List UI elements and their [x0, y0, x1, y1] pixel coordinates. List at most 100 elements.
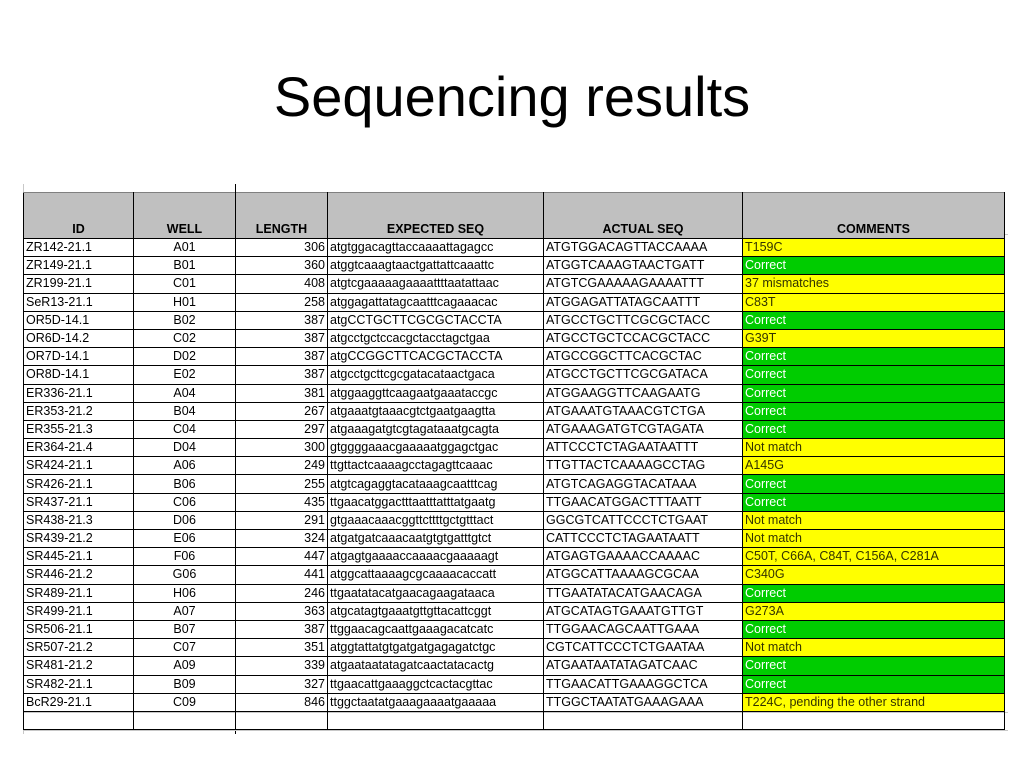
cell-length[interactable]: 351 [235, 638, 328, 658]
empty-cell[interactable] [23, 710, 134, 731]
cell-actual-seq[interactable]: ATGGTCAAAGTAACTGATT [543, 256, 743, 276]
cell-id[interactable]: SR506-21.1 [23, 619, 134, 640]
cell-actual-seq[interactable]: ATGAATAATATAGATCAAC [543, 656, 743, 676]
cell-comment[interactable]: C340G [742, 565, 1005, 585]
cell-length[interactable]: 387 [235, 310, 328, 330]
cell-length[interactable]: 408 [235, 274, 328, 294]
cell-well[interactable]: A07 [133, 601, 236, 621]
cell-id[interactable]: SR439-21.2 [23, 528, 134, 549]
cell-expected-seq[interactable]: ttggaacagcaattgaaagacatcatc [327, 619, 544, 640]
cell-comment[interactable]: A145G [742, 456, 1005, 476]
cell-length[interactable]: 249 [235, 456, 328, 476]
cell-well[interactable]: C09 [133, 692, 236, 712]
cell-length[interactable]: 297 [235, 419, 328, 440]
cell-well[interactable]: A01 [133, 237, 236, 258]
cell-expected-seq[interactable]: atgagtgaaaaccaaaacgaaaaagt [327, 547, 544, 567]
cell-id[interactable]: SR499-21.1 [23, 601, 134, 621]
cell-expected-seq[interactable]: atggtattatgtgatgatgagagatctgc [327, 638, 544, 658]
cell-expected-seq[interactable]: atgcatagtgaaatgttgttacattcggt [327, 601, 544, 621]
cell-comment[interactable]: Correct [742, 474, 1005, 494]
cell-actual-seq[interactable]: TTGGAACAGCAATTGAAA [543, 619, 743, 640]
cell-id[interactable]: OR7D-14.1 [23, 347, 134, 367]
header-well[interactable]: WELL [133, 192, 236, 239]
cell-comment[interactable]: G39T [742, 328, 1005, 349]
cell-actual-seq[interactable]: TTGGCTAATATGAAAGAAA [543, 692, 743, 712]
cell-expected-seq[interactable]: ttgttactcaaaagcctagagttcaaac [327, 456, 544, 476]
cell-well[interactable]: E02 [133, 365, 236, 385]
cell-well[interactable]: B02 [133, 310, 236, 330]
cell-comment[interactable]: Correct [742, 401, 1005, 421]
cell-well[interactable]: A09 [133, 656, 236, 676]
cell-actual-seq[interactable]: ATGTGGACAGTTACCAAAA [543, 237, 743, 258]
cell-actual-seq[interactable]: ATGCCTGCTCCACGCTACC [543, 328, 743, 349]
cell-well[interactable]: G06 [133, 565, 236, 585]
cell-actual-seq[interactable]: ATGTCAGAGGTACATAAA [543, 474, 743, 494]
cell-comment[interactable]: T159C [742, 237, 1005, 258]
cell-well[interactable]: C07 [133, 638, 236, 658]
cell-expected-seq[interactable]: ttgaacatggactttaatttatttatgaatg [327, 492, 544, 512]
cell-length[interactable]: 339 [235, 656, 328, 676]
cell-length[interactable]: 435 [235, 492, 328, 512]
cell-comment[interactable]: Correct [742, 419, 1005, 440]
cell-actual-seq[interactable]: ATGGAGATTATAGCAATTT [543, 292, 743, 312]
cell-actual-seq[interactable]: TTGTTACTCAAAAGCCTAG [543, 456, 743, 476]
cell-length[interactable]: 846 [235, 692, 328, 712]
cell-actual-seq[interactable]: GGCGTCATTCCCTCTGAAT [543, 510, 743, 531]
cell-length[interactable]: 447 [235, 547, 328, 567]
cell-expected-seq[interactable]: atgCCTGCTTCGCGCTACCTA [327, 310, 544, 330]
cell-id[interactable]: OR6D-14.2 [23, 328, 134, 349]
cell-id[interactable]: ER364-21.4 [23, 438, 134, 458]
cell-comment[interactable]: Not match [742, 528, 1005, 549]
cell-length[interactable]: 258 [235, 292, 328, 312]
cell-comment[interactable]: Correct [742, 256, 1005, 276]
cell-actual-seq[interactable]: ATGCCTGCTTCGCGATACA [543, 365, 743, 385]
cell-well[interactable]: B01 [133, 256, 236, 276]
cell-id[interactable]: SR446-21.2 [23, 565, 134, 585]
cell-well[interactable]: D02 [133, 347, 236, 367]
empty-cell[interactable] [543, 710, 743, 731]
cell-well[interactable]: C01 [133, 274, 236, 294]
header-id[interactable]: ID [23, 192, 134, 239]
cell-expected-seq[interactable]: gtgaaacaaacggttcttttgctgtttact [327, 510, 544, 531]
cell-actual-seq[interactable]: TTGAACATTGAAAGGCTCA [543, 674, 743, 694]
cell-id[interactable]: ER353-21.2 [23, 401, 134, 421]
cell-id[interactable]: SR482-21.1 [23, 674, 134, 694]
cell-comment[interactable]: C50T, C66A, C84T, C156A, C281A [742, 547, 1005, 567]
cell-id[interactable]: BcR29-21.1 [23, 692, 134, 712]
cell-length[interactable]: 363 [235, 601, 328, 621]
cell-id[interactable]: SR481-21.2 [23, 656, 134, 676]
cell-length[interactable]: 327 [235, 674, 328, 694]
cell-well[interactable]: H01 [133, 292, 236, 312]
cell-length[interactable]: 246 [235, 583, 328, 603]
cell-expected-seq[interactable]: atggaaggttcaagaatgaaataccgc [327, 383, 544, 403]
cell-well[interactable]: B09 [133, 674, 236, 694]
cell-expected-seq[interactable]: atgCCGGCTTCACGCTACCTA [327, 347, 544, 367]
cell-comment[interactable]: T224C, pending the other strand [742, 692, 1005, 712]
cell-length[interactable]: 441 [235, 565, 328, 585]
cell-length[interactable]: 267 [235, 401, 328, 421]
cell-comment[interactable]: G273A [742, 601, 1005, 621]
empty-cell[interactable] [327, 710, 544, 731]
cell-comment[interactable]: Correct [742, 347, 1005, 367]
cell-actual-seq[interactable]: ATGGAAGGTTCAAGAATG [543, 383, 743, 403]
cell-id[interactable]: SR438-21.3 [23, 510, 134, 531]
cell-id[interactable]: SR507-21.2 [23, 638, 134, 658]
cell-expected-seq[interactable]: atgaaagatgtcgtagataaatgcagta [327, 419, 544, 440]
cell-well[interactable]: A06 [133, 456, 236, 476]
cell-expected-seq[interactable]: atggtcaaagtaactgattattcaaattc [327, 256, 544, 276]
cell-length[interactable]: 360 [235, 256, 328, 276]
cell-expected-seq[interactable]: atgatgatcaaacaatgtgtgatttgtct [327, 528, 544, 549]
cell-id[interactable]: OR5D-14.1 [23, 310, 134, 330]
cell-length[interactable]: 387 [235, 365, 328, 385]
cell-comment[interactable]: Correct [742, 583, 1005, 603]
cell-length[interactable]: 387 [235, 328, 328, 349]
cell-id[interactable]: SeR13-21.1 [23, 292, 134, 312]
cell-length[interactable]: 381 [235, 383, 328, 403]
cell-well[interactable]: D06 [133, 510, 236, 531]
cell-actual-seq[interactable]: TTGAATATACATGAACAGA [543, 583, 743, 603]
cell-well[interactable]: H06 [133, 583, 236, 603]
cell-id[interactable]: SR445-21.1 [23, 547, 134, 567]
cell-actual-seq[interactable]: TTGAACATGGACTTTAATT [543, 492, 743, 512]
cell-comment[interactable]: Correct [742, 383, 1005, 403]
header-expected-seq[interactable]: EXPECTED SEQ [327, 192, 544, 239]
